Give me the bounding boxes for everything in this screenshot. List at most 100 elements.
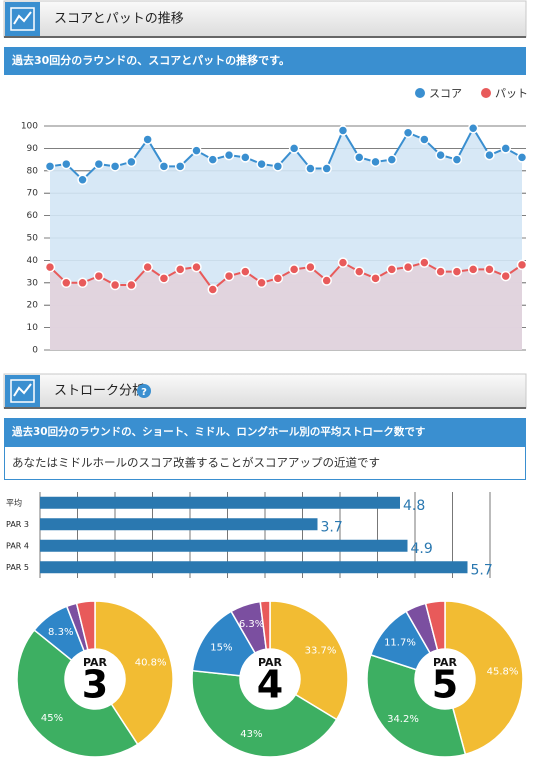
section-header [3, 373, 527, 409]
point [272, 161, 284, 172]
point [402, 127, 414, 138]
point [240, 266, 251, 277]
legend-label: スコア [429, 87, 462, 100]
point [419, 134, 430, 145]
point [223, 149, 235, 161]
point [353, 152, 365, 163]
slice-label: 6.3% [239, 619, 264, 630]
y-tick-label: 30 [27, 278, 39, 288]
point [337, 125, 349, 136]
point [467, 122, 479, 134]
point [109, 161, 121, 172]
y-tick-label: 100 [21, 122, 38, 132]
point [484, 264, 495, 275]
donut-hole [65, 649, 125, 709]
value-label: 3.7 [321, 519, 343, 535]
point [402, 261, 414, 273]
section-title: ストローク分析 [54, 384, 145, 399]
donut-hole [240, 649, 300, 709]
slice-label: 45% [41, 713, 63, 724]
icon-frame [10, 7, 35, 31]
point [240, 152, 251, 163]
point [321, 163, 332, 174]
point [61, 158, 72, 170]
slice-label: 43% [240, 729, 262, 740]
point [516, 259, 528, 271]
point [272, 273, 284, 284]
point [516, 152, 528, 163]
point [126, 156, 137, 168]
advice-box [4, 446, 526, 480]
center-value: 3 [82, 663, 108, 707]
point [142, 261, 153, 273]
slice-label: 33.7% [305, 646, 337, 657]
point [451, 154, 463, 165]
center-value: 5 [432, 663, 458, 707]
point [77, 174, 88, 186]
y-tick-label: 平均 [6, 497, 22, 507]
help-icon[interactable] [137, 384, 151, 398]
point [126, 279, 137, 291]
value-label: 4.9 [411, 541, 433, 557]
point [44, 161, 56, 172]
point [158, 161, 170, 172]
center-value: 4 [257, 663, 283, 707]
center-label: PAR [258, 656, 283, 669]
point [500, 270, 511, 282]
point [223, 270, 235, 282]
slice-label: 11.7% [384, 637, 416, 648]
point [174, 161, 186, 172]
y-tick-label: 90 [27, 144, 39, 154]
y-tick-label: 50 [27, 234, 39, 244]
center-label: PAR [433, 656, 458, 669]
bar [40, 561, 468, 574]
banner-text: 過去30回分のラウンドの、スコアとパットの推移です。 [11, 53, 290, 67]
point [321, 275, 332, 286]
point [207, 154, 219, 165]
section-title: スコアとパットの推移 [54, 12, 184, 27]
y-tick-label: 40 [27, 256, 39, 266]
value-label: 4.8 [403, 498, 425, 514]
point [191, 145, 202, 156]
point [93, 270, 105, 282]
banner [4, 47, 526, 75]
point [305, 163, 316, 174]
point [44, 261, 56, 273]
point [484, 149, 495, 161]
y-tick-label: 20 [27, 301, 39, 311]
slice-label: 45.8% [487, 666, 519, 677]
point [256, 277, 267, 289]
point [467, 264, 479, 275]
point [386, 264, 398, 275]
point [142, 134, 153, 145]
point [256, 158, 267, 170]
y-tick-label: PAR 3 [6, 520, 29, 529]
y-tick-label: 80 [27, 166, 39, 176]
bar [40, 539, 408, 552]
icon-line [13, 383, 32, 397]
slice-label: 15% [210, 642, 232, 653]
bar [40, 518, 318, 531]
point [288, 143, 300, 154]
point [370, 273, 381, 284]
point [370, 156, 381, 168]
point [207, 284, 219, 295]
point [191, 261, 202, 273]
point [451, 266, 463, 277]
y-tick-label: 60 [27, 211, 39, 221]
slice-label: 34.2% [387, 714, 419, 725]
point [500, 143, 511, 154]
point [61, 277, 72, 289]
icon-line [13, 11, 32, 25]
y-tick-label: PAR 4 [6, 541, 29, 550]
section-header [3, 0, 527, 38]
help-text[interactable]: ? [141, 387, 147, 398]
slice-label: 8.3% [48, 627, 73, 638]
icon-frame [10, 379, 35, 403]
point [109, 279, 121, 291]
bar [40, 496, 400, 509]
y-tick-label: PAR 5 [6, 563, 29, 572]
y-tick-label: 10 [27, 323, 39, 333]
